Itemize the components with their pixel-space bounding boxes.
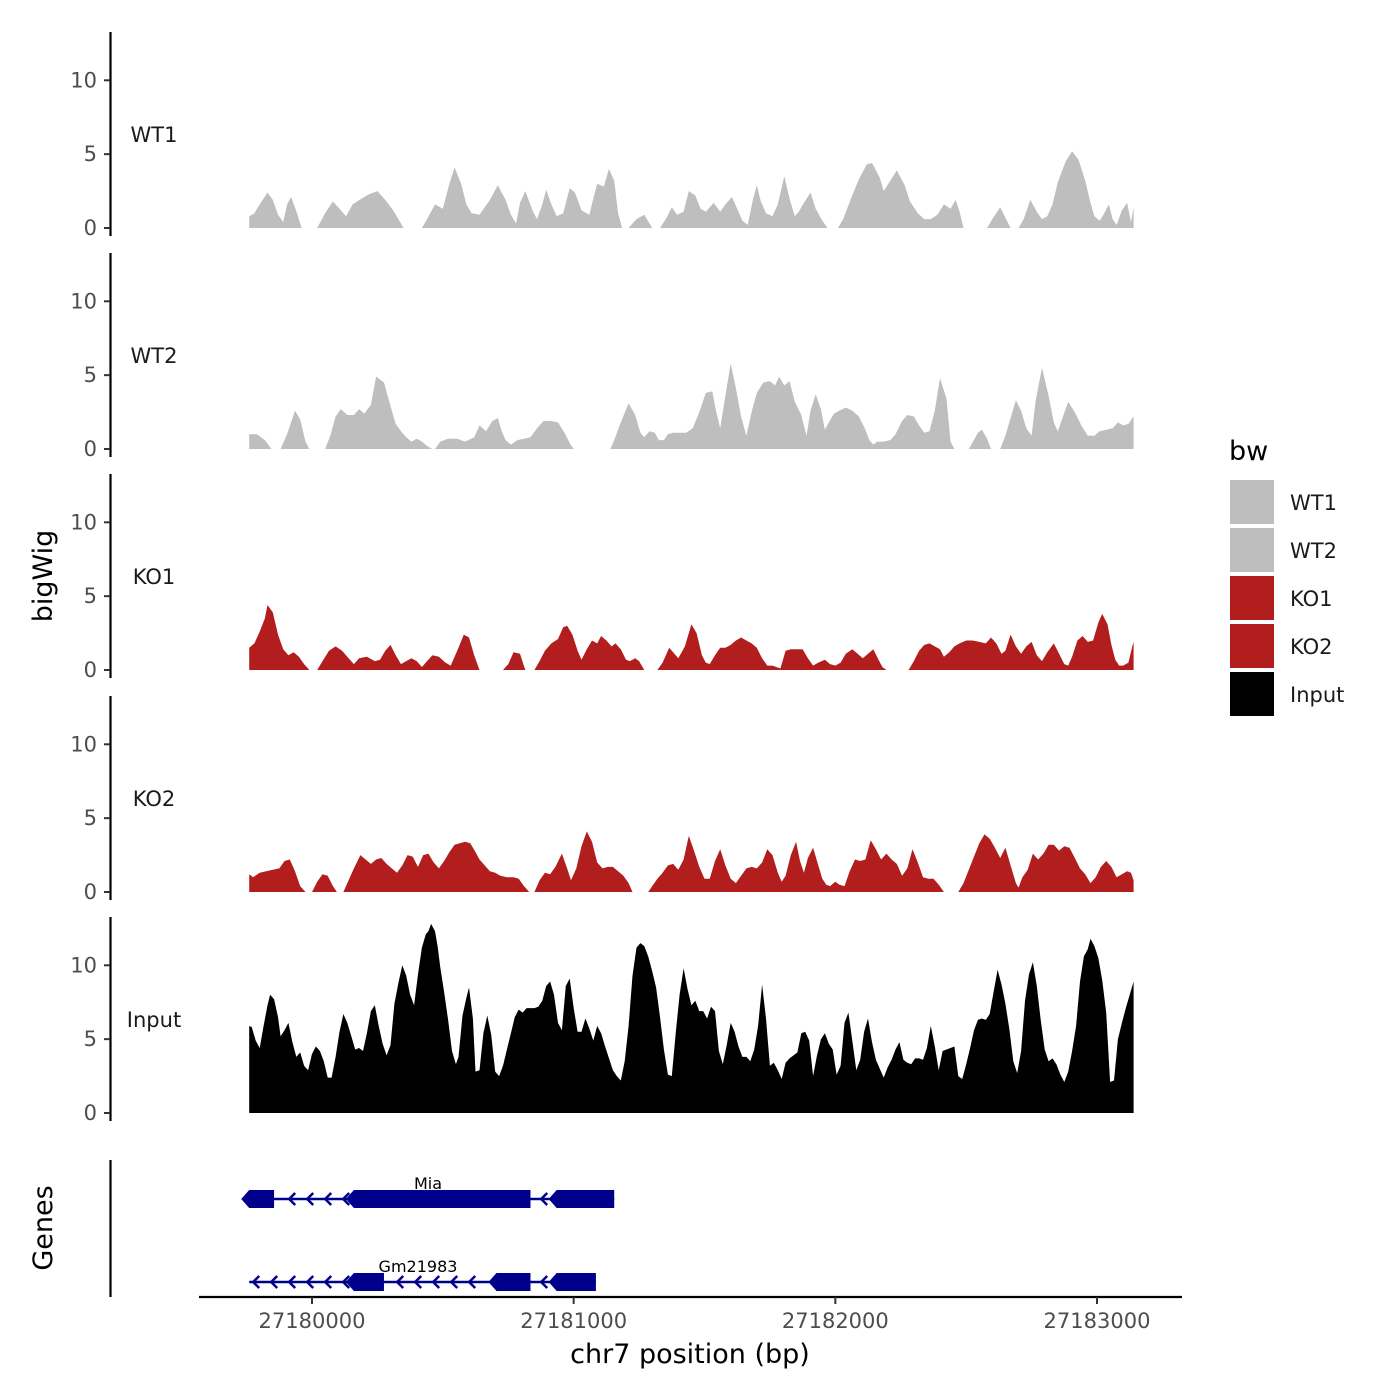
- y-tick-label: 10: [70, 953, 97, 977]
- y-tick-label: 10: [70, 510, 97, 534]
- strand-arrow: [341, 1275, 351, 1289]
- exon: [548, 1273, 596, 1291]
- track-label: WT2: [131, 344, 178, 368]
- track-wt2: 0 5 10 WT2: [70, 253, 1134, 461]
- exon: [241, 1190, 275, 1208]
- track-input: 0 5 10 Input: [70, 917, 1134, 1125]
- signal-tracks: 0 5 10 WT1 0 5 10 WT2 0 5 10 KO1 0 5 10 KO2 0 5 10 Input: [70, 32, 1134, 1125]
- gene-label: Gm21983: [379, 1257, 458, 1276]
- gene-label: Mia: [414, 1174, 442, 1193]
- strand-arrow: [467, 1275, 477, 1289]
- x-tick-label: 27181000: [520, 1309, 627, 1333]
- strand-arrow: [449, 1275, 459, 1289]
- legend-entry-input: Input: [1230, 672, 1344, 716]
- strand-arrow: [413, 1275, 423, 1289]
- y-tick-label: 10: [70, 732, 97, 756]
- track-label: KO1: [133, 565, 176, 589]
- y-tick-label: 10: [70, 289, 97, 313]
- x-tick-label: 27180000: [259, 1309, 366, 1333]
- strand-arrow: [431, 1275, 441, 1289]
- signal-area-wt1: [249, 151, 1134, 228]
- legend-entries: WT1 WT2 KO1 KO2 Input: [1230, 480, 1344, 716]
- strand-arrow: [251, 1275, 261, 1289]
- track-label: Input: [127, 1008, 181, 1032]
- strand-arrow: [305, 1275, 315, 1289]
- y-tick-label: 0: [84, 880, 97, 904]
- track-label: WT1: [131, 123, 178, 147]
- legend-entry-wt2: WT2: [1230, 528, 1337, 572]
- legend-label: Input: [1290, 683, 1344, 707]
- genes-axis-title: Genes: [28, 1185, 59, 1270]
- strand-arrow: [323, 1192, 333, 1206]
- signal-area-input: [249, 923, 1134, 1113]
- y-tick-label: 0: [84, 437, 97, 461]
- y-tick-label: 5: [84, 363, 97, 387]
- legend-swatch: [1230, 624, 1274, 668]
- strand-arrow: [323, 1275, 333, 1289]
- legend-entry-ko2: KO2: [1230, 624, 1333, 668]
- y-tick-label: 5: [84, 1027, 97, 1051]
- exon: [488, 1273, 531, 1291]
- signal-area-ko2: [249, 831, 1134, 892]
- legend-entry-wt1: WT1: [1230, 480, 1337, 524]
- exon: [345, 1190, 384, 1208]
- y-tick-label: 0: [84, 658, 97, 682]
- x-tick-label: 27182000: [782, 1309, 889, 1333]
- legend-label: KO2: [1290, 635, 1333, 659]
- track-ko2: 0 5 10 KO2: [70, 696, 1134, 904]
- y-tick-label: 0: [84, 216, 97, 240]
- strand-arrow: [395, 1275, 405, 1289]
- y-tick-label: 5: [84, 142, 97, 166]
- strand-arrow: [539, 1192, 549, 1206]
- gene-track: Gm21983 Mia: [109, 1160, 615, 1297]
- strand-arrow: [539, 1275, 549, 1289]
- signal-area-wt2: [249, 363, 1134, 449]
- y-tick-label: 10: [70, 68, 97, 92]
- legend-label: KO1: [1290, 587, 1333, 611]
- track-wt1: 0 5 10 WT1: [70, 32, 1134, 240]
- exon: [375, 1190, 497, 1208]
- legend-entry-ko1: KO1: [1230, 576, 1333, 620]
- legend-swatch: [1230, 576, 1274, 620]
- strand-arrow: [287, 1192, 297, 1206]
- x-axis-title: chr7 position (bp): [570, 1339, 810, 1370]
- exon: [548, 1190, 615, 1208]
- legend: bw WT1 WT2 KO1 KO2 Input: [1229, 436, 1344, 716]
- signal-area-ko1: [249, 605, 1134, 670]
- legend-title: bw: [1229, 436, 1268, 467]
- legend-swatch: [1230, 528, 1274, 572]
- exon: [345, 1273, 384, 1291]
- strand-arrow: [305, 1192, 315, 1206]
- track-label: KO2: [133, 787, 176, 811]
- strand-arrow: [269, 1275, 279, 1289]
- x-tick-label: 27183000: [1044, 1309, 1151, 1333]
- y-tick-label: 5: [84, 806, 97, 830]
- y-tick-label: 0: [84, 1101, 97, 1125]
- strand-arrow: [341, 1192, 351, 1206]
- gene-mia: Mia: [241, 1174, 615, 1208]
- gene-gm21983: Gm21983: [249, 1257, 596, 1291]
- legend-label: WT1: [1290, 491, 1337, 515]
- legend-swatch: [1230, 480, 1274, 524]
- strand-arrow: [287, 1275, 297, 1289]
- exon: [488, 1190, 531, 1208]
- y-tick-label: 5: [84, 584, 97, 608]
- legend-label: WT2: [1290, 539, 1337, 563]
- x-axis: 27180000 27181000 27182000 27183000: [199, 1295, 1182, 1333]
- track-ko1: 0 5 10 KO1: [70, 474, 1134, 682]
- legend-swatch: [1230, 672, 1274, 716]
- y-axis-title: bigWig: [28, 530, 59, 623]
